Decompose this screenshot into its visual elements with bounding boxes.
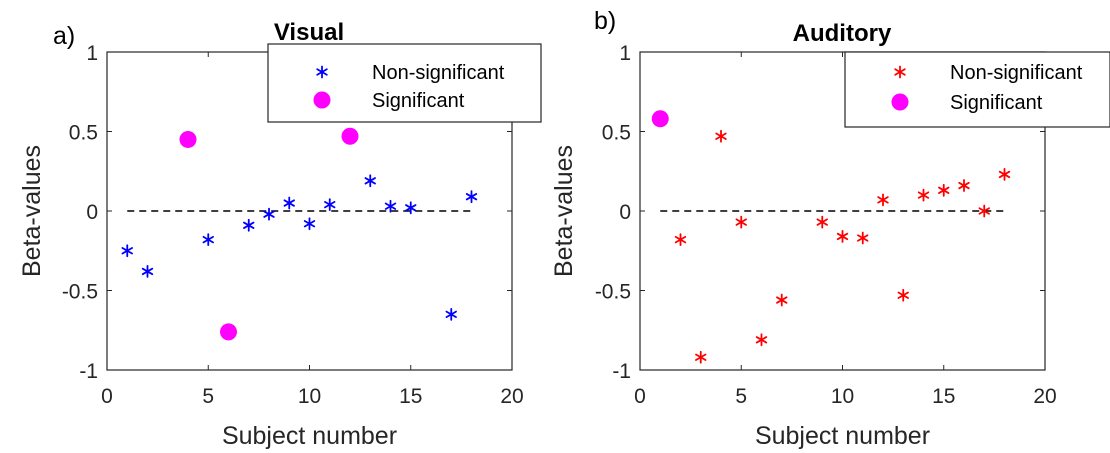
legend-marker-non-significant [894, 65, 906, 79]
non-significant-point [405, 201, 417, 215]
legend-marker-non-significant [316, 65, 328, 79]
x-tick-label: 10 [298, 385, 321, 408]
non-significant-point [263, 207, 275, 221]
x-tick-label: 10 [831, 385, 854, 408]
significant-point [220, 323, 237, 341]
non-significant-point [755, 333, 768, 347]
x-axis-label: Subject number [222, 422, 397, 450]
chart-title: Visual [274, 19, 344, 46]
non-significant-point [857, 231, 869, 245]
y-tick-label: 0.5 [69, 122, 98, 145]
non-significant-point [445, 307, 457, 321]
x-tick-label: 5 [735, 385, 747, 408]
legend-entry-label: Non-significant [372, 62, 505, 84]
series-non-significant [121, 174, 478, 321]
significant-point [341, 127, 359, 145]
y-tick-label: -1 [612, 360, 631, 383]
x-tick-label: 20 [500, 385, 523, 408]
chart-title: Auditory [793, 20, 892, 47]
significant-point [651, 110, 669, 128]
panel-visual: 0 5 10 15 20 1 0.5 0 -0.5 -1 Visual a) Subject numbe… [18, 19, 542, 450]
y-tick-label: -1 [79, 360, 98, 383]
legend-marker-significant [891, 93, 909, 111]
y-tick-label: 1 [619, 42, 631, 65]
non-significant-point [364, 174, 376, 188]
y-tick-label: 0.5 [602, 122, 631, 145]
legend: Non-significant Significant [844, 51, 1110, 128]
x-tick-label: 0 [634, 385, 646, 408]
non-significant-point [776, 293, 788, 307]
panel-label: a) [53, 22, 75, 50]
legend-box [844, 51, 1110, 128]
legend-box [267, 43, 542, 123]
non-significant-point [735, 215, 747, 229]
non-significant-point [715, 129, 727, 143]
non-significant-point [816, 215, 828, 229]
y-tick-label: 0 [86, 201, 98, 224]
non-significant-point [938, 183, 950, 197]
x-axis-label: Subject number [755, 422, 930, 450]
non-significant-point [465, 190, 478, 204]
non-significant-point [384, 199, 397, 213]
series-non-significant [674, 129, 1011, 364]
non-significant-point [958, 179, 970, 192]
non-significant-point [917, 188, 930, 202]
legend-marker-significant [313, 91, 331, 109]
non-significant-point [978, 204, 990, 218]
series-significant [651, 110, 669, 128]
legend: Non-significant Significant [267, 43, 542, 123]
y-tick-label: 1 [86, 42, 98, 65]
panel-auditory: 0 5 10 15 20 1 0.5 0 -0.5 -1 Auditory b) Subject num… [550, 7, 1110, 450]
non-significant-point [141, 265, 154, 278]
non-significant-point [202, 233, 214, 247]
non-significant-point [998, 168, 1011, 181]
legend-entry-label: Non-significant [950, 62, 1083, 84]
non-significant-point [897, 288, 909, 302]
non-significant-point [121, 244, 133, 258]
non-significant-point [674, 233, 687, 247]
series-significant [179, 127, 359, 341]
x-tick-label: 5 [202, 385, 214, 408]
non-significant-point [303, 217, 316, 231]
significant-point [179, 130, 197, 148]
non-significant-point [243, 218, 255, 232]
x-tick-label: 20 [1033, 385, 1056, 408]
y-axis-label: Beta-values [18, 145, 46, 277]
y-tick-label: -0.5 [595, 281, 631, 304]
non-significant-point [877, 193, 889, 207]
y-axis-label: Beta-values [550, 145, 578, 277]
legend-entry-label: Significant [950, 92, 1043, 114]
x-tick-label: 0 [101, 385, 113, 408]
legend-entry-label: Significant [372, 90, 465, 112]
x-tick-label: 15 [932, 385, 955, 408]
panel-label: b) [594, 7, 616, 35]
y-tick-label: -0.5 [62, 281, 98, 304]
non-significant-point [283, 196, 295, 210]
x-tick-label: 15 [399, 385, 422, 408]
y-tick-label: 0 [619, 201, 631, 224]
non-significant-point [324, 198, 336, 212]
non-significant-point [836, 230, 849, 243]
non-significant-point [695, 350, 707, 364]
